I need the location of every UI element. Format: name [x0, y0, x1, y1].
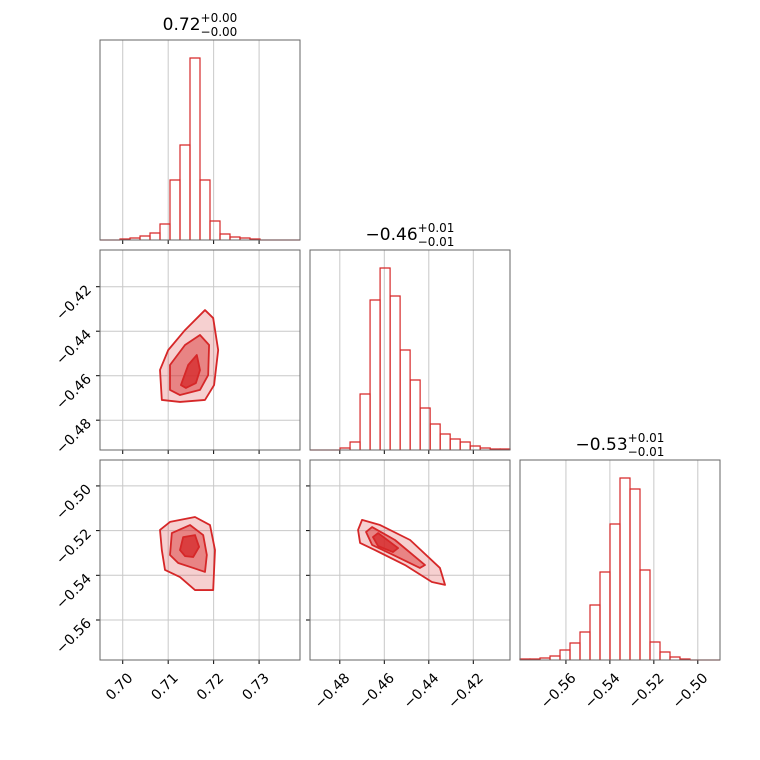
title-plus: +0.00	[201, 11, 238, 25]
panel: 0.70 0.71 0.72 0.73 −0.50−0.52−0.54−0.56	[53, 459, 301, 704]
x-tick-label: −0.44	[401, 670, 443, 712]
histogram-bin	[199, 179, 211, 240]
y-tick-label: −0.56	[53, 615, 95, 657]
y-tick-label: −0.54	[53, 571, 95, 613]
panel: −0.46+0.01 −0.01	[309, 221, 511, 454]
title-value: −0.46	[366, 225, 418, 245]
panel-title: 0.72+0.00 −0.00	[163, 11, 238, 39]
histogram-bin	[149, 232, 161, 240]
title-minus: −0.01	[628, 445, 665, 459]
title-minus: −0.00	[201, 25, 238, 39]
x-tick-label: −0.48	[312, 670, 354, 712]
histogram-bin	[569, 642, 581, 660]
title-plus: +0.01	[418, 221, 455, 235]
histogram-bin	[629, 488, 641, 660]
x-tick-label: −0.46	[356, 670, 398, 712]
histogram-bin	[579, 631, 591, 660]
histogram-bin	[449, 438, 461, 450]
histogram-bin	[369, 299, 381, 450]
histogram-bin	[379, 267, 391, 450]
x-tick-label: −0.54	[582, 670, 624, 712]
contour	[159, 309, 220, 403]
histogram-bin	[169, 179, 181, 240]
panel-frame	[309, 249, 511, 451]
histogram-bin	[549, 655, 561, 660]
y-tick-label: −0.52	[53, 526, 95, 568]
y-tick-label: −0.42	[53, 282, 95, 324]
title-value: 0.72	[163, 15, 201, 35]
x-tick-label: 0.71	[148, 670, 181, 703]
panel: 0.72+0.00 −0.00	[99, 11, 301, 244]
histogram-bin	[399, 349, 411, 450]
histogram-bin	[639, 569, 651, 660]
histogram-bin	[139, 235, 151, 240]
panel: −0.56 −0.54 −0.52 −0.50 −0.53+0.01 −0.01	[519, 431, 721, 712]
histogram-bin	[559, 649, 571, 660]
histogram-bin	[409, 379, 421, 450]
histogram-bin	[439, 433, 451, 450]
y-tick-label: −0.48	[53, 416, 95, 458]
contour	[179, 534, 200, 558]
x-tick-label: −0.52	[626, 670, 668, 712]
title-value: −0.53	[576, 435, 628, 455]
histogram-bin	[179, 144, 191, 240]
histogram-bin	[619, 477, 631, 660]
y-tick-label: −0.50	[53, 481, 95, 523]
panel-title: −0.53+0.01 −0.01	[576, 431, 665, 459]
title-plus: +0.01	[628, 431, 665, 445]
histogram-bin	[609, 523, 621, 660]
y-tick-label: −0.44	[53, 327, 95, 369]
contour	[180, 354, 201, 389]
x-tick-label: 0.70	[103, 670, 136, 703]
x-tick-label: −0.50	[670, 670, 712, 712]
histogram-bin	[429, 423, 441, 450]
panel-frame	[99, 39, 301, 241]
x-tick-label: 0.72	[194, 670, 227, 703]
histogram-bin	[589, 604, 601, 660]
histogram-bin	[219, 233, 231, 240]
x-tick-label: −0.56	[538, 670, 580, 712]
histogram-bin	[469, 445, 481, 450]
histogram-bin	[459, 441, 471, 450]
histogram-bin	[189, 57, 201, 240]
histogram-bin	[209, 220, 221, 240]
histogram-bin	[389, 295, 401, 450]
histogram-bin	[349, 441, 361, 450]
panel: −0.42−0.44−0.46−0.48	[53, 249, 301, 458]
panel: −0.48 −0.46 −0.44 −0.42	[306, 459, 511, 712]
x-tick-label: −0.42	[445, 670, 487, 712]
histogram-bin	[359, 393, 371, 450]
title-minus: −0.01	[418, 235, 455, 249]
contour	[372, 532, 399, 553]
panel-frame	[519, 459, 721, 661]
x-tick-label: 0.73	[239, 670, 272, 703]
histogram-bin	[649, 641, 661, 660]
y-tick-label: −0.46	[53, 371, 95, 413]
panel-frame	[309, 459, 511, 661]
panel-frame	[99, 459, 301, 661]
panel-title: −0.46+0.01 −0.01	[366, 221, 455, 249]
histogram-bin	[599, 571, 611, 660]
panel-frame	[99, 249, 301, 451]
histogram-bin	[659, 651, 671, 660]
